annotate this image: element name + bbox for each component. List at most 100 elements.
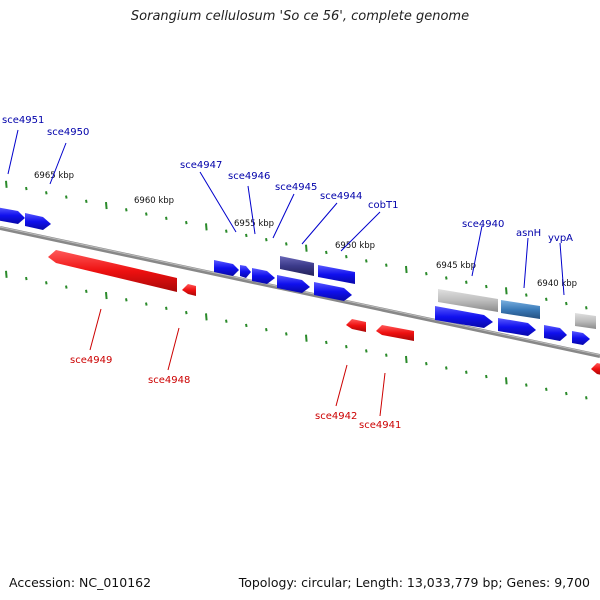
minor-tick <box>285 332 288 336</box>
gene-cobT1[interactable] <box>314 282 352 301</box>
gene-sce4946[interactable] <box>252 268 275 284</box>
gene-sce4940[interactable] <box>435 306 493 328</box>
kbp-label: 6940 kbp <box>537 279 577 289</box>
major-tick <box>105 291 108 300</box>
gene-grey-right[interactable] <box>575 313 596 329</box>
minor-tick <box>145 302 148 306</box>
major-tick <box>305 244 308 252</box>
minor-tick <box>165 216 168 221</box>
minor-tick <box>545 387 548 391</box>
minor-tick <box>385 263 388 267</box>
minor-tick <box>165 306 168 311</box>
minor-tick <box>45 281 48 285</box>
minor-tick <box>485 374 488 379</box>
gene-label[interactable]: sce4951 <box>2 115 44 126</box>
minor-tick <box>545 297 548 301</box>
minor-tick <box>385 353 388 357</box>
minor-tick <box>325 340 328 345</box>
gene-yvpA-b[interactable] <box>572 331 590 345</box>
genome-summary: Topology: circular; Length: 13,033,779 b… <box>238 575 590 590</box>
minor-tick <box>125 298 128 302</box>
minor-tick <box>265 327 268 332</box>
gene-sce4951[interactable] <box>0 207 25 224</box>
major-tick <box>5 180 8 188</box>
gene-label[interactable]: sce4948 <box>148 375 190 386</box>
reverse-gene-labels: sce4949 sce4948 sce4942 sce4941 <box>70 355 401 431</box>
gene-sce4945b[interactable] <box>277 275 310 293</box>
kbp-label: 6960 kbp <box>134 196 174 206</box>
major-tick <box>505 287 508 295</box>
gene-sce4949[interactable] <box>48 250 177 292</box>
minor-tick <box>465 280 468 284</box>
forward-gene-labels: sce4951 sce4950 sce4947 sce4946 sce4945 … <box>2 115 573 244</box>
gene-asnH[interactable] <box>501 300 540 319</box>
minor-tick <box>485 284 488 289</box>
gene-sce4950[interactable] <box>25 213 51 230</box>
gene-yvpA[interactable] <box>544 325 567 341</box>
gene-label[interactable]: sce4950 <box>47 127 89 138</box>
major-tick <box>405 265 408 274</box>
minor-tick <box>285 242 288 246</box>
gene-sce4940-grey[interactable] <box>438 289 498 312</box>
minor-tick <box>445 366 448 370</box>
gene-label[interactable]: asnH <box>516 228 541 239</box>
major-tick <box>305 334 308 342</box>
minor-tick <box>65 195 68 199</box>
gene-sce4945[interactable] <box>280 256 314 276</box>
minor-tick <box>25 276 28 281</box>
minor-tick <box>585 306 588 310</box>
minor-tick <box>225 229 228 233</box>
gene-label[interactable]: sce4949 <box>70 355 112 366</box>
minor-tick <box>245 233 248 238</box>
minor-tick <box>25 186 28 191</box>
major-tick <box>105 201 108 210</box>
minor-tick <box>465 370 468 374</box>
minor-tick <box>65 285 68 289</box>
gene-sce4944[interactable] <box>318 265 355 284</box>
gene-label[interactable]: cobT1 <box>368 200 398 211</box>
gene-label[interactable]: sce4945 <box>275 182 317 193</box>
minor-tick <box>185 310 188 315</box>
minor-tick <box>525 383 528 387</box>
gene-asnH-b[interactable] <box>498 318 536 336</box>
gene-red-right[interactable] <box>591 363 600 375</box>
major-tick <box>205 313 208 321</box>
minor-tick <box>525 293 528 297</box>
reverse-leaders <box>89 308 386 417</box>
kbp-label: 6965 kbp <box>34 171 74 181</box>
minor-tick <box>225 319 228 323</box>
gene-sce4941[interactable] <box>376 325 414 341</box>
minor-tick <box>265 237 268 242</box>
gene-label[interactable]: yvpA <box>548 233 573 244</box>
gene-sce4947[interactable] <box>214 260 239 276</box>
minor-tick <box>565 301 568 306</box>
gene-label[interactable]: sce4947 <box>180 160 222 171</box>
gene-label[interactable]: sce4942 <box>315 411 357 422</box>
minor-tick <box>145 212 148 216</box>
minor-tick <box>585 396 588 400</box>
minor-tick <box>445 276 448 280</box>
major-tick <box>205 223 208 231</box>
minor-tick <box>245 323 248 328</box>
forward-tick-track <box>5 180 588 310</box>
gene-label[interactable]: sce4940 <box>462 219 504 230</box>
major-tick <box>405 355 408 364</box>
gene-label[interactable]: sce4946 <box>228 171 270 182</box>
gene-label[interactable]: sce4941 <box>359 420 401 431</box>
gene-sce4942[interactable] <box>346 319 366 332</box>
minor-tick <box>125 208 128 212</box>
minor-tick <box>345 345 348 349</box>
minor-tick <box>85 199 88 204</box>
forward-genes <box>0 207 596 345</box>
reverse-tick-track <box>5 270 588 400</box>
forward-leaders <box>7 129 565 296</box>
minor-tick <box>85 289 88 294</box>
gene-sce4948[interactable] <box>182 284 196 296</box>
gene-label[interactable]: sce4944 <box>320 191 362 202</box>
gene-sce4946a[interactable] <box>240 265 251 278</box>
major-tick <box>5 270 8 278</box>
minor-tick <box>565 391 568 396</box>
reverse-genes <box>48 250 600 375</box>
minor-tick <box>425 362 428 366</box>
